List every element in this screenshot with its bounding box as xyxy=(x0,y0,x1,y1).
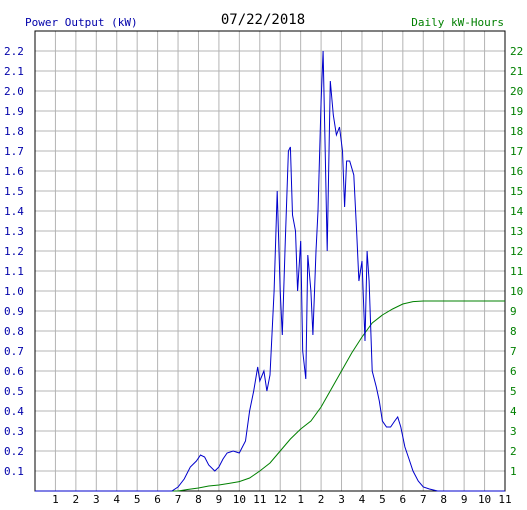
left-tick-label: 1.2 xyxy=(4,245,24,258)
x-tick-label: 4 xyxy=(359,493,366,506)
right-tick-label: 4 xyxy=(510,405,517,418)
right-tick-label: 11 xyxy=(510,265,523,278)
x-tick-label: 11 xyxy=(253,493,266,506)
right-tick-label: 14 xyxy=(510,205,524,218)
right-tick-label: 21 xyxy=(510,65,523,78)
series-line-daily-kw-hours xyxy=(35,300,505,492)
x-tick-label: 5 xyxy=(134,493,141,506)
left-tick-label: 1.3 xyxy=(4,225,24,238)
x-tick-label: 3 xyxy=(93,493,100,506)
plot-frame xyxy=(34,30,506,492)
x-tick-label: 6 xyxy=(154,493,161,506)
right-tick-label: 16 xyxy=(510,165,523,178)
right-axis-title: Daily kW-Hours xyxy=(411,16,504,29)
left-tick-label: 0.9 xyxy=(4,305,24,318)
left-tick-label: 2.2 xyxy=(4,45,24,58)
left-tick-label: 1.6 xyxy=(4,165,24,178)
left-tick-label: 0.2 xyxy=(4,445,24,458)
x-tick-label: 4 xyxy=(113,493,120,506)
left-tick-label: 0.4 xyxy=(4,405,24,418)
right-tick-label: 19 xyxy=(510,105,523,118)
x-tick-label: 10 xyxy=(233,493,246,506)
left-axis-title: Power Output (kW) xyxy=(25,16,138,29)
right-tick-label: 7 xyxy=(510,345,517,358)
x-tick-label: 10 xyxy=(478,493,491,506)
right-tick-label: 12 xyxy=(510,245,523,258)
left-tick-label: 2.1 xyxy=(4,65,24,78)
right-tick-label: 1 xyxy=(510,465,517,478)
x-tick-label: 1 xyxy=(52,493,59,506)
left-tick-label: 1.8 xyxy=(4,125,24,138)
right-tick-label: 8 xyxy=(510,325,517,338)
x-tick-label: 6 xyxy=(400,493,407,506)
left-tick-label: 0.1 xyxy=(4,465,24,478)
right-tick-label: 15 xyxy=(510,185,523,198)
left-tick-label: 1.0 xyxy=(4,285,24,298)
x-tick-label: 1 xyxy=(297,493,304,506)
right-tick-label: 6 xyxy=(510,365,517,378)
right-tick-label: 22 xyxy=(510,45,523,58)
x-tick-label: 5 xyxy=(379,493,386,506)
left-tick-label: 1.9 xyxy=(4,105,24,118)
x-tick-label: 8 xyxy=(440,493,447,506)
grid-lines xyxy=(35,31,505,491)
left-tick-label: 2.0 xyxy=(4,85,24,98)
right-tick-label: 17 xyxy=(510,145,523,158)
x-tick-label: 2 xyxy=(73,493,80,506)
x-tick-label: 8 xyxy=(195,493,202,506)
left-tick-label: 0.6 xyxy=(4,365,24,378)
x-tick-label: 12 xyxy=(274,493,287,506)
left-tick-label: 0.3 xyxy=(4,425,24,438)
left-tick-label: 1.4 xyxy=(4,205,24,218)
right-tick-label: 20 xyxy=(510,85,523,98)
right-tick-label: 13 xyxy=(510,225,523,238)
right-tick-label: 3 xyxy=(510,425,517,438)
x-tick-label: 11 xyxy=(498,493,511,506)
x-tick-label: 3 xyxy=(338,493,345,506)
left-tick-label: 0.5 xyxy=(4,385,24,398)
x-tick-label: 7 xyxy=(175,493,182,506)
right-tick-label: 10 xyxy=(510,285,523,298)
left-tick-label: 1.5 xyxy=(4,185,24,198)
left-axis-ticks: 0.1 0.2 0.3 0.4 0.5 0.6 0.7 0.8 0.9 1.0 1.1 1.2 1.3 1… xyxy=(4,45,24,478)
x-axis-ticks: 1 2 3 4 5 6 7 8 9 10 11 12 1 2 3 4 5 6 7 8 9 10 11 xyxy=(52,493,512,506)
series-line-power-output xyxy=(35,50,505,492)
right-tick-label: 5 xyxy=(510,385,517,398)
x-tick-label: 2 xyxy=(318,493,325,506)
left-tick-label: 0.8 xyxy=(4,325,24,338)
right-tick-label: 18 xyxy=(510,125,523,138)
right-tick-label: 9 xyxy=(510,305,517,318)
left-tick-label: 0.7 xyxy=(4,345,24,358)
x-tick-label: 9 xyxy=(461,493,468,506)
left-tick-label: 1.1 xyxy=(4,265,24,278)
chart-title: 07/22/2018 xyxy=(221,12,305,28)
x-tick-label: 9 xyxy=(216,493,223,506)
right-tick-label: 2 xyxy=(510,445,517,458)
x-tick-label: 7 xyxy=(420,493,427,506)
left-tick-label: 1.7 xyxy=(4,145,24,158)
